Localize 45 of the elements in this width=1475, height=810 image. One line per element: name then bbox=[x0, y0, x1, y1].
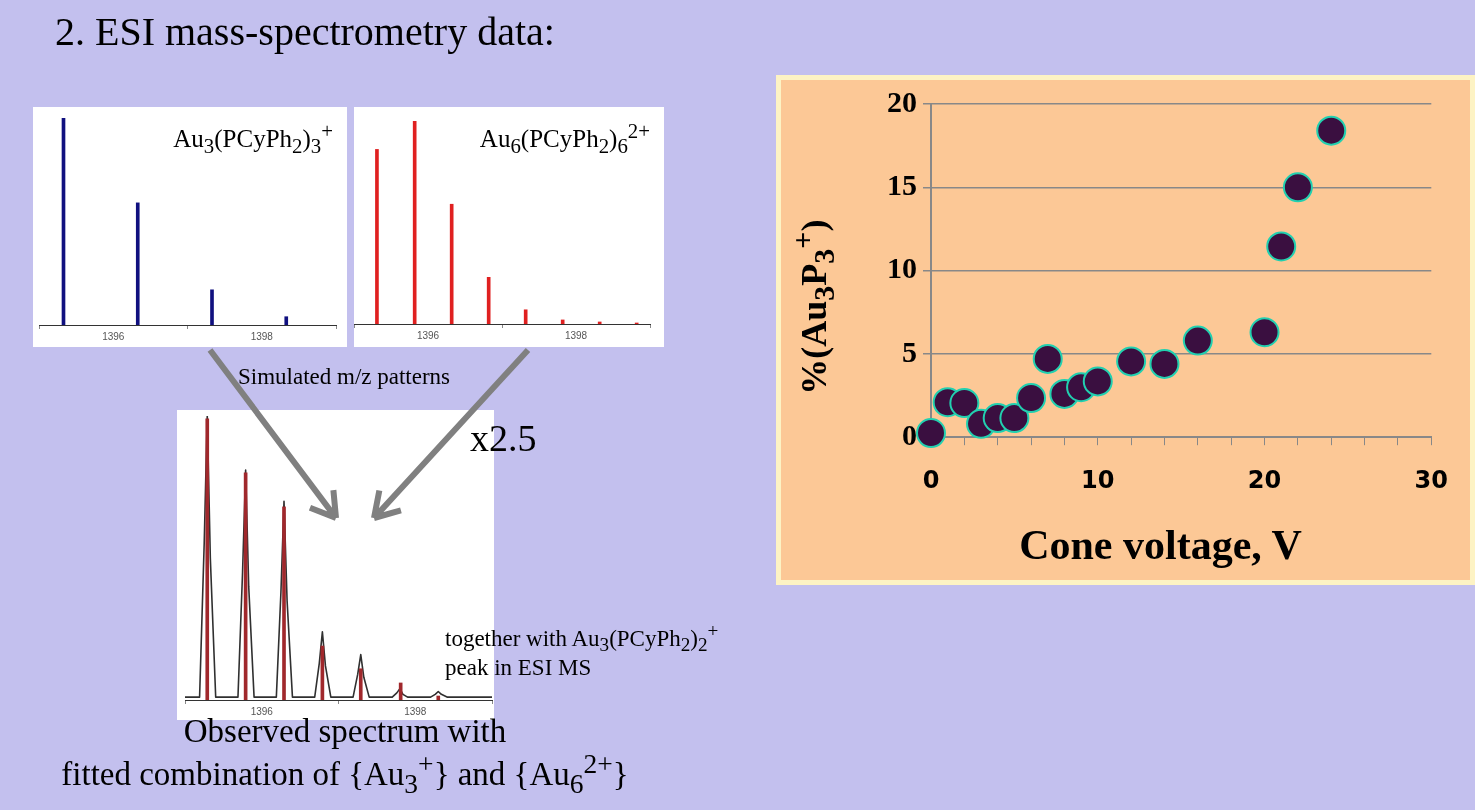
point bbox=[916, 418, 946, 449]
bar bbox=[135, 202, 140, 325]
point bbox=[949, 388, 980, 419]
point bbox=[1116, 346, 1147, 377]
x-tick-label: 1398 bbox=[404, 705, 427, 717]
point bbox=[1282, 172, 1313, 203]
y-tick-label: 0 bbox=[902, 417, 917, 451]
x-tick-label: 1398 bbox=[564, 329, 588, 341]
x-tick-label: 1396 bbox=[250, 705, 274, 717]
x-tick-label: 1396 bbox=[102, 330, 125, 342]
bar bbox=[205, 418, 210, 700]
bar bbox=[284, 316, 289, 325]
point bbox=[1016, 383, 1047, 414]
bar bbox=[282, 506, 286, 700]
bar bbox=[436, 695, 441, 700]
annotation: x2.5 bbox=[470, 417, 537, 460]
point bbox=[1149, 348, 1180, 379]
y-tick-label: 10 bbox=[887, 251, 917, 285]
bar bbox=[560, 319, 565, 324]
y-tick-label: 15 bbox=[887, 168, 917, 202]
x-tick-label: 0 bbox=[922, 465, 940, 494]
bar bbox=[412, 121, 417, 324]
y-tick-label: 20 bbox=[887, 84, 917, 118]
point bbox=[999, 403, 1030, 434]
point bbox=[1249, 317, 1280, 348]
text: Simulated m/z patterns bbox=[238, 364, 451, 390]
point bbox=[1266, 231, 1297, 262]
point bbox=[1032, 343, 1063, 374]
x-tick-label: 30 bbox=[1414, 465, 1448, 494]
point bbox=[1316, 115, 1347, 146]
y-tick-label: 5 bbox=[902, 334, 917, 368]
bar bbox=[375, 149, 379, 324]
text: 2. ESI mass-spectrometry data: bbox=[55, 9, 555, 54]
x-tick-label: 1396 bbox=[416, 329, 440, 341]
point bbox=[1082, 366, 1113, 397]
bar bbox=[486, 276, 491, 324]
point bbox=[1182, 325, 1213, 356]
bar bbox=[449, 203, 454, 324]
x-tick-label: 10 bbox=[1081, 465, 1115, 494]
bar bbox=[210, 289, 214, 325]
bar bbox=[358, 668, 363, 700]
x-tick-label: 20 bbox=[1247, 465, 1282, 494]
x-tick-label: 1398 bbox=[250, 330, 274, 342]
bar bbox=[523, 309, 528, 324]
x-axis-title: Cone voltage, V bbox=[1018, 522, 1303, 569]
